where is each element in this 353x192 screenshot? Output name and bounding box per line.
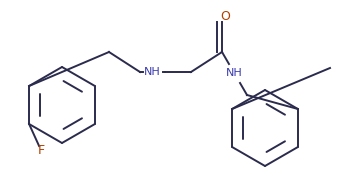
Text: F: F xyxy=(37,145,44,157)
Text: NH: NH xyxy=(144,67,161,77)
Text: NH: NH xyxy=(226,69,243,79)
Text: O: O xyxy=(220,9,230,22)
